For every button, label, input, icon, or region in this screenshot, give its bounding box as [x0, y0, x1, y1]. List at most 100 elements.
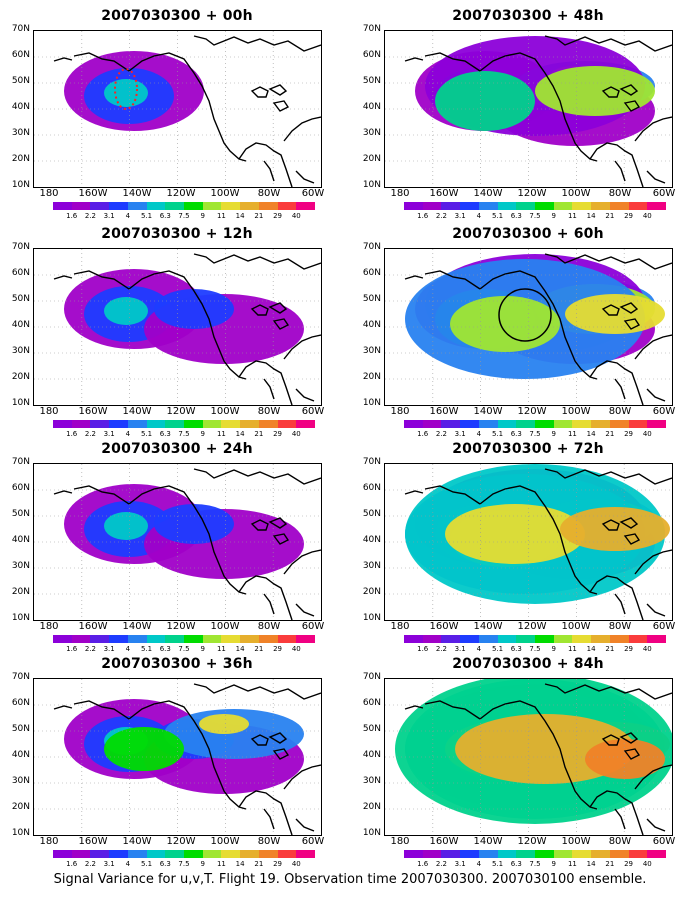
colorbar-tick-label: 1.6 — [66, 430, 78, 438]
colorbar-tick-label: 6.3 — [159, 212, 171, 220]
colorbar-tick-label: 11 — [216, 212, 226, 220]
variance-contour — [104, 512, 148, 540]
colorbar-swatch — [591, 635, 610, 643]
colorbar-tick-label: 6.3 — [159, 860, 171, 868]
colorbar-swatch — [53, 635, 72, 643]
colorbar-swatch — [441, 420, 461, 428]
latitude-label: 30N — [362, 346, 381, 356]
colorbar-tick-label: 1.6 — [417, 645, 429, 653]
map-plot — [34, 249, 321, 405]
colorbar-tick-label: 3.1 — [103, 212, 115, 220]
longitude-label: 100W — [210, 836, 240, 847]
coastline — [544, 253, 672, 270]
coastline — [479, 485, 598, 595]
latitude-label: 50N — [11, 294, 30, 304]
longitude-label: 140W — [473, 188, 503, 199]
colorbar-swatch — [553, 202, 573, 210]
colorbar — [404, 202, 667, 210]
colorbar-tick-label: 21 — [254, 212, 264, 220]
colorbar-swatch — [277, 202, 297, 210]
colorbar-tick-label: 5.1 — [491, 860, 504, 868]
colorbar-swatch — [572, 420, 592, 428]
colorbar-tick-label: 29 — [273, 860, 283, 868]
colorbar-swatch — [497, 420, 517, 428]
colorbar-tick-label: 29 — [273, 645, 283, 653]
coastline — [424, 485, 481, 505]
colorbar-tick-label: 4 — [476, 430, 482, 438]
coastline — [53, 490, 73, 495]
longitude-label: 100W — [561, 621, 591, 632]
coastline — [193, 253, 321, 270]
colorbar-swatch — [221, 635, 241, 643]
colorbar-swatch — [221, 420, 241, 428]
colorbar-tick-label: 5.1 — [491, 430, 504, 438]
longitude-label: 180 — [390, 621, 410, 632]
colorbar-swatch — [591, 202, 610, 210]
variance-contour — [104, 727, 184, 771]
coastline — [614, 378, 626, 400]
colorbar-swatch — [184, 202, 203, 210]
colorbar-swatch — [127, 202, 147, 210]
coastline — [601, 734, 620, 746]
latitude-label: 50N — [11, 509, 30, 519]
map-panel — [33, 30, 322, 188]
colorbar-tick-label: 21 — [605, 430, 615, 438]
latitude-label: 40N — [11, 535, 30, 545]
coastline — [272, 533, 290, 545]
map-panel — [384, 30, 673, 188]
figure-caption: Signal Variance for u,v,T. Flight 19. Ob… — [53, 872, 647, 887]
colorbar-tick-label: 1.6 — [417, 430, 429, 438]
longitude-label: 100W — [561, 406, 591, 417]
panel-title: 2007030300 + 24h — [101, 441, 253, 457]
colorbar-swatch — [628, 850, 648, 858]
colorbar-swatch — [240, 420, 259, 428]
colorbar-tick-label: 2.2 — [84, 645, 96, 653]
coastline — [238, 360, 293, 405]
coastline — [283, 764, 321, 790]
colorbar-tick-label: 6.3 — [159, 430, 171, 438]
coastline — [250, 304, 269, 316]
colorbar-tick-label: 1.6 — [417, 860, 429, 868]
colorbar-tick-label: 40 — [291, 860, 301, 868]
latitude-label: 10N — [362, 828, 381, 838]
colorbar-swatch — [404, 635, 423, 643]
coastline — [424, 270, 481, 290]
colorbar-tick-label: 5.1 — [140, 860, 153, 868]
longitude-label: 60W — [301, 406, 325, 417]
colorbar-swatch — [240, 202, 259, 210]
colorbar-swatch — [591, 850, 610, 858]
latitude-label: 70N — [362, 24, 381, 34]
coastline — [589, 360, 644, 405]
colorbar-swatch — [647, 850, 667, 858]
colorbar-tick-label: 3.1 — [454, 860, 466, 868]
colorbar-tick-label: 6.3 — [159, 645, 171, 653]
variance-contour — [154, 289, 234, 329]
colorbar-swatch — [146, 420, 166, 428]
coastline — [646, 818, 666, 832]
variance-contour — [560, 507, 670, 551]
colorbar-swatch — [71, 635, 91, 643]
colorbar-swatch — [90, 850, 110, 858]
colorbar-swatch — [572, 202, 592, 210]
coastline — [404, 275, 424, 280]
coastline — [646, 388, 666, 402]
colorbar-swatch — [460, 420, 479, 428]
latitude-label: 20N — [11, 587, 30, 597]
colorbar — [53, 635, 316, 643]
colorbar-swatch — [109, 202, 128, 210]
colorbar-swatch — [404, 202, 423, 210]
colorbar-tick-label: 14 — [235, 212, 245, 220]
coastline — [263, 160, 275, 182]
coastline — [193, 35, 321, 52]
coastline — [614, 808, 626, 830]
colorbar-swatch — [422, 635, 442, 643]
longitude-label: 140W — [473, 621, 503, 632]
colorbar-tick-label: 40 — [642, 645, 652, 653]
colorbar-swatch — [553, 850, 573, 858]
colorbar-swatch — [202, 420, 222, 428]
colorbar-tick-label: 3.1 — [103, 860, 115, 868]
coastline — [73, 485, 130, 505]
panel-title: 2007030300 + 36h — [101, 656, 253, 672]
longitude-label: 140W — [122, 621, 152, 632]
colorbar-tick-label: 29 — [273, 212, 283, 220]
